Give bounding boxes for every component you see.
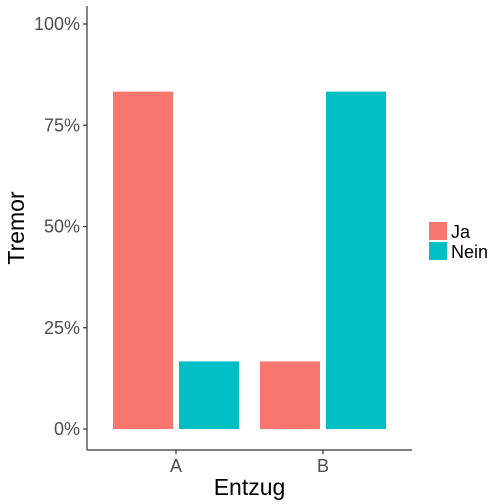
- bar-b-nein: [326, 91, 386, 429]
- y-axis-title: Tremor: [3, 191, 29, 265]
- bar-b-ja: [260, 361, 320, 429]
- x-tick-label: B: [317, 456, 329, 476]
- bars-group: [113, 91, 386, 429]
- y-tick-label: 75%: [44, 115, 80, 135]
- y-axis-ticks: 0% 25% 50% 75% 100%: [34, 14, 87, 439]
- x-tick-label: A: [170, 456, 182, 476]
- y-tick-label: 50%: [44, 217, 80, 237]
- legend-swatch-nein: [429, 242, 447, 260]
- y-tick-label: 100%: [34, 14, 80, 34]
- legend-swatch-ja: [429, 222, 447, 240]
- x-axis-title: Entzug: [214, 474, 286, 500]
- y-tick-label: 0%: [54, 419, 80, 439]
- legend-label-nein: Nein: [451, 242, 488, 262]
- y-tick-label: 25%: [44, 318, 80, 338]
- legend-label-ja: Ja: [451, 222, 471, 242]
- bar-a-ja: [113, 91, 173, 429]
- bar-a-nein: [179, 361, 239, 429]
